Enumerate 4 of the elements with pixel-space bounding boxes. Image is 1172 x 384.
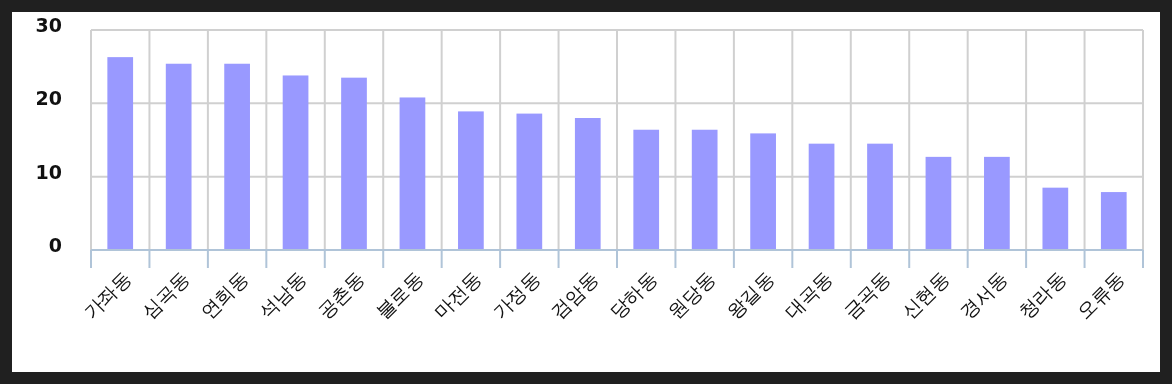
y-tick-label: 0 (48, 233, 62, 256)
y-tick-label: 10 (35, 160, 62, 183)
y-tick-label: 20 (35, 87, 62, 110)
y-tick-label: 30 (35, 13, 62, 36)
